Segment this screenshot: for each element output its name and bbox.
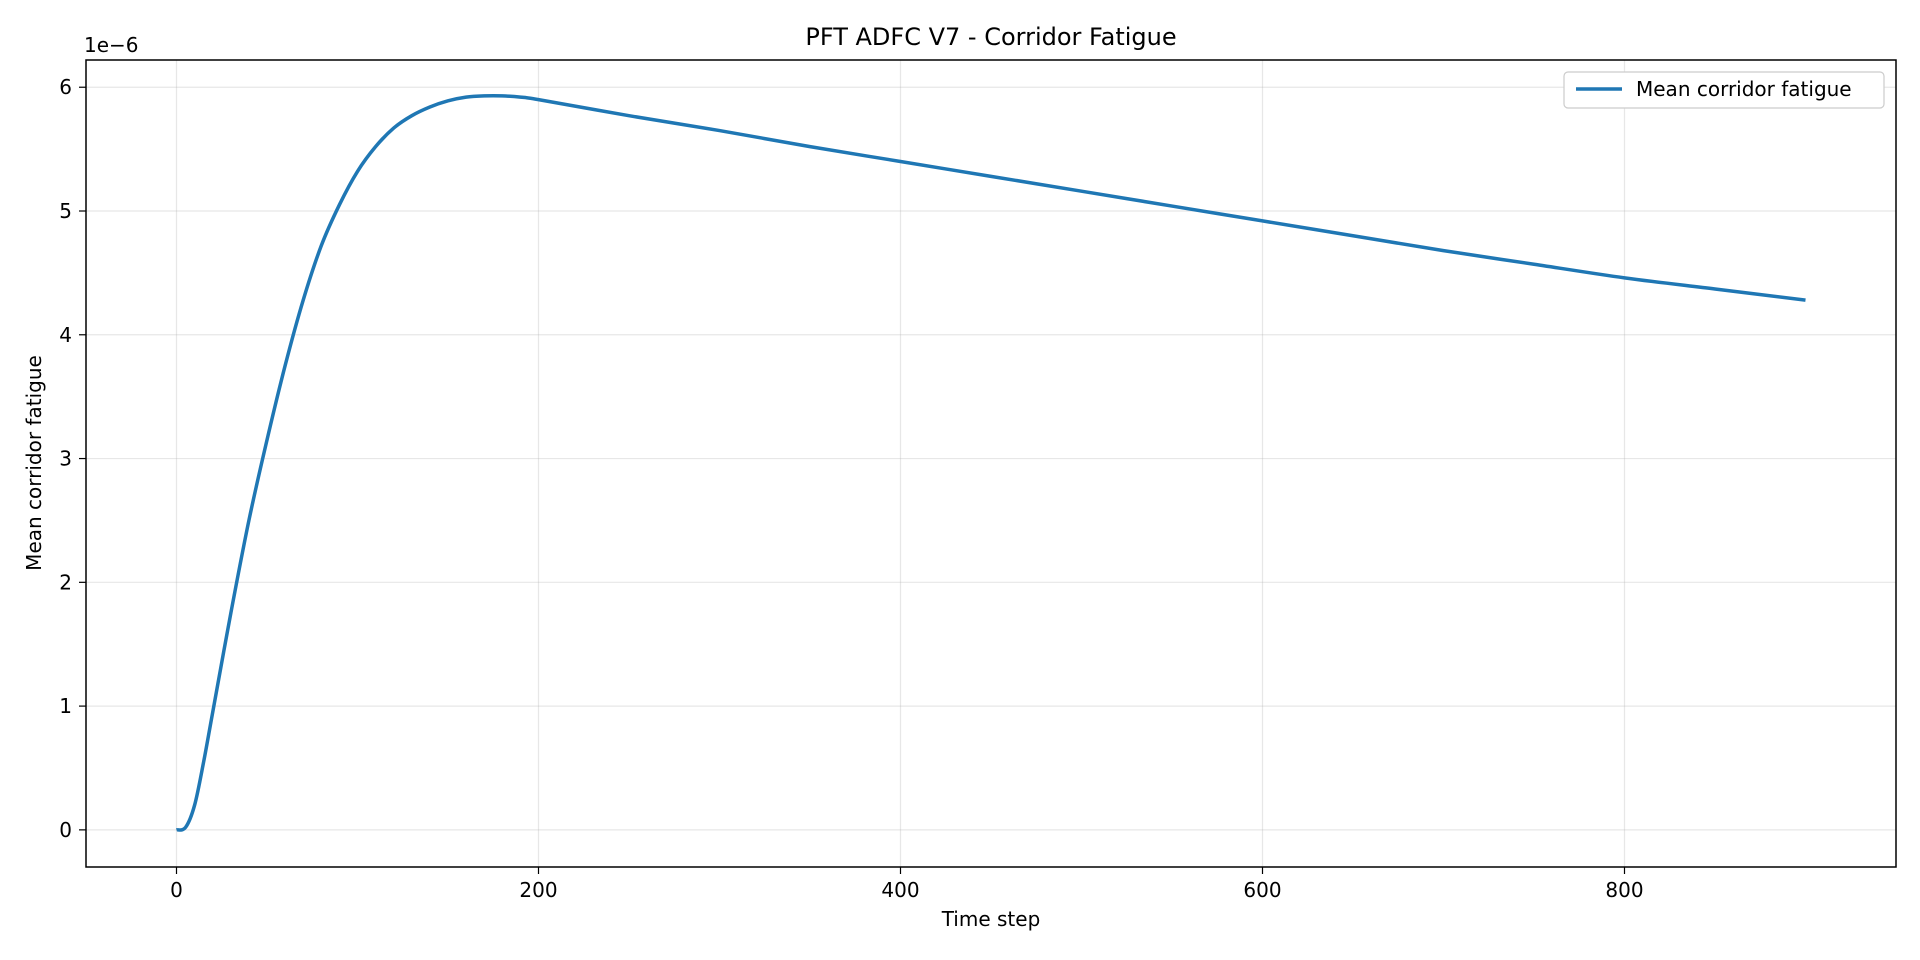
legend-box	[1563, 71, 1885, 109]
x-tick-label: 0	[170, 878, 183, 902]
y-tick-label: 2	[59, 570, 72, 594]
y-tick-label: 5	[59, 199, 72, 223]
chart-title: PFT ADFC V7 - Corridor Fatigue	[805, 23, 1176, 51]
plot-frame	[85, 59, 1897, 868]
legend-label: Mean corridor fatigue	[1636, 77, 1852, 101]
y-tick-label: 3	[59, 447, 72, 471]
x-tick-label: 800	[1605, 878, 1643, 902]
ticks: 0 200 400 600 800 0 1 2 3 4 5 6	[59, 75, 1643, 902]
y-tick-label: 0	[59, 818, 72, 842]
y-tick-label: 1	[59, 694, 72, 718]
y-axis-label: Mean corridor fatigue	[22, 355, 46, 571]
series-line	[176, 93, 1806, 832]
y-tick-label: 6	[59, 75, 72, 99]
grid	[86, 60, 1896, 867]
y-tick-label: 4	[59, 323, 72, 347]
x-tick-label: 200	[519, 878, 557, 902]
x-axis-label: Time step	[941, 907, 1041, 931]
series-layer	[176, 93, 1806, 832]
legend: Mean corridor fatigue	[1563, 71, 1885, 109]
x-tick-label: 400	[881, 878, 919, 902]
y-offset-label: 1e−6	[84, 33, 139, 57]
x-tick-label: 600	[1243, 878, 1281, 902]
